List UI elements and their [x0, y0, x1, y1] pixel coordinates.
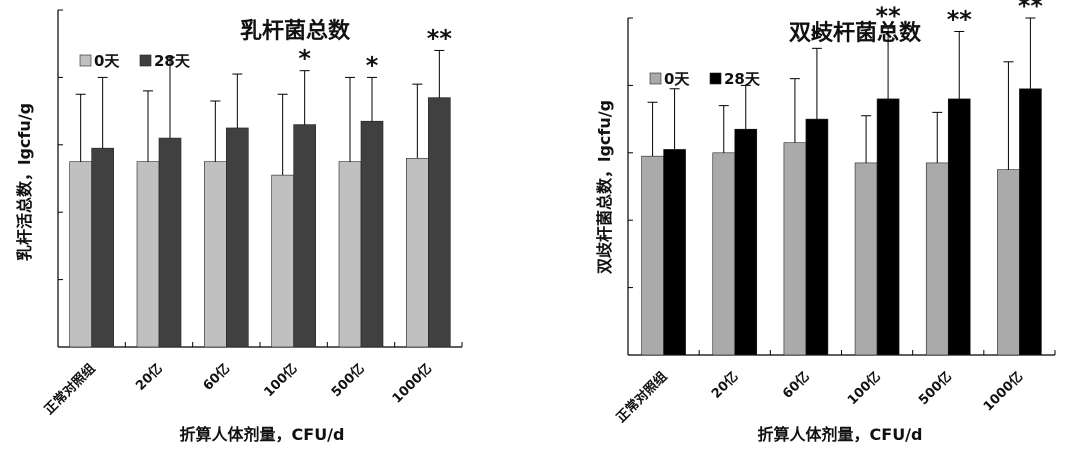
- bar-day0: [69, 161, 92, 348]
- bar-day0: [136, 161, 160, 348]
- bar-day0: [204, 161, 227, 348]
- bar-day0: [338, 161, 362, 348]
- y-axis-title: 双歧杆菌总数，lgcfu/g: [595, 100, 614, 274]
- chart-title: 双歧杆菌总数: [789, 20, 922, 46]
- bar-day28: [428, 97, 451, 348]
- legend-label: 0天: [664, 70, 690, 88]
- significance-marker: **: [876, 2, 902, 30]
- chart-title: 乳杆菌总数: [240, 18, 351, 44]
- x-axis-title: 折算人体剂量，CFU/d: [758, 425, 923, 444]
- significance-marker: *: [366, 51, 379, 79]
- bar-day0: [712, 152, 736, 356]
- legend-swatch: [139, 54, 152, 67]
- significance-marker: *: [298, 45, 311, 73]
- legend-swatch: [709, 72, 722, 85]
- bar-day28: [805, 118, 829, 356]
- bar-day28: [1019, 88, 1042, 356]
- bar-day28: [876, 98, 900, 356]
- legend-label: 0天: [94, 52, 120, 70]
- x-tick-label: 500亿: [915, 369, 955, 409]
- bar-day28: [293, 124, 316, 348]
- bar-day28: [158, 137, 182, 348]
- x-tick-label: 正常对照组: [41, 361, 98, 418]
- x-tick-label: 1000亿: [389, 361, 435, 407]
- bar-day0: [641, 155, 664, 356]
- bar-day0: [783, 142, 807, 356]
- bar-day28: [734, 128, 758, 356]
- bar-day28: [360, 120, 384, 348]
- x-tick-label: 20亿: [133, 361, 166, 394]
- x-tick-label: 100亿: [844, 369, 884, 409]
- bar-day0: [997, 169, 1020, 356]
- bar-day28: [947, 98, 971, 356]
- legend-swatch: [649, 72, 662, 85]
- x-axis-title: 折算人体剂量，CFU/d: [180, 425, 345, 444]
- bar-day28: [663, 149, 686, 356]
- significance-marker: *: [811, 22, 824, 50]
- bar-day0: [925, 162, 949, 356]
- legend-swatch: [79, 54, 92, 67]
- bar-day0: [406, 157, 429, 348]
- legend-label: 28天: [724, 70, 761, 88]
- x-tick-label: 1000亿: [980, 369, 1026, 415]
- bar-day28: [226, 127, 249, 348]
- x-tick-label: 20亿: [708, 369, 741, 402]
- bar-day28: [91, 147, 114, 348]
- x-tick-label: 500亿: [328, 361, 368, 401]
- bar-day0: [854, 162, 878, 356]
- bar-day0: [271, 174, 294, 348]
- x-tick-label: 正常对照组: [613, 369, 670, 426]
- significance-marker: **: [947, 5, 973, 33]
- significance-marker: **: [427, 24, 453, 52]
- x-tick-label: 60亿: [200, 361, 233, 394]
- y-axis-title: 乳杆活总数，lgcfu/g: [15, 103, 34, 261]
- x-tick-label: 100亿: [261, 361, 301, 401]
- x-tick-label: 60亿: [779, 369, 812, 402]
- legend-label: 28天: [154, 52, 191, 70]
- significance-marker: **: [1018, 0, 1044, 20]
